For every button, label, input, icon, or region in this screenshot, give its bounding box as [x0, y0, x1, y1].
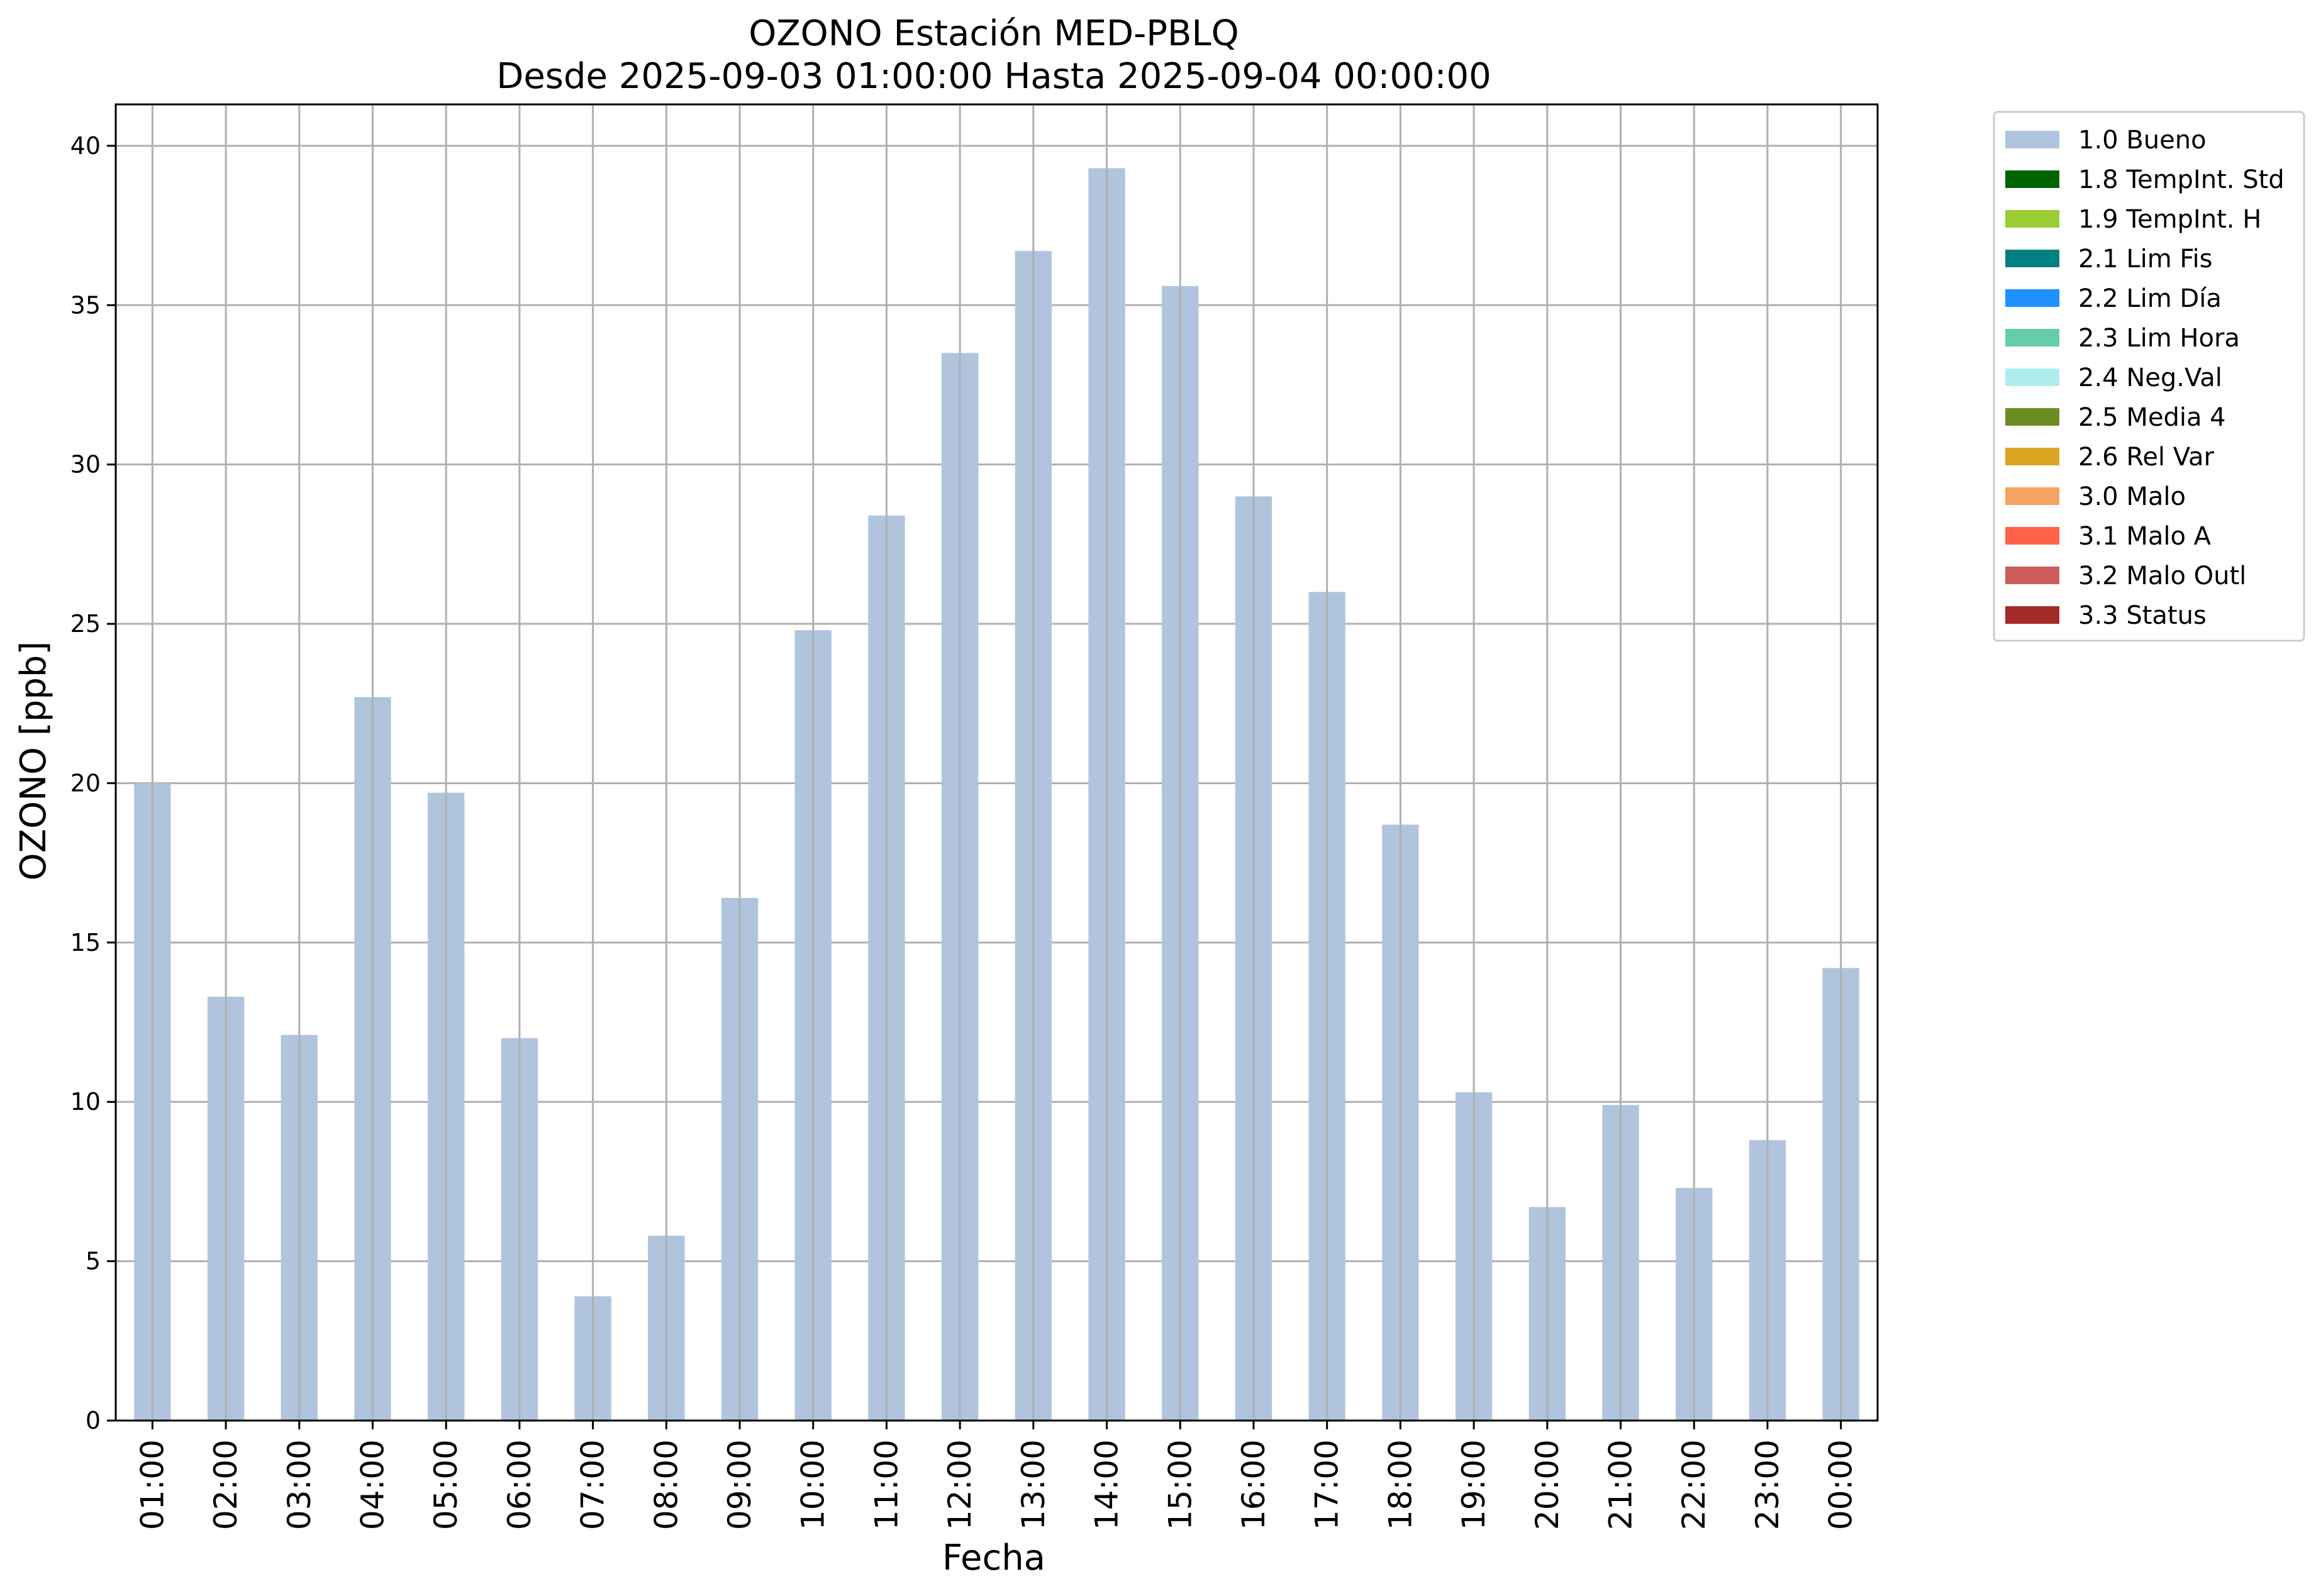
legend-label: 2.6 Rel Var: [2078, 443, 2215, 472]
y-tick-label: 25: [70, 610, 101, 638]
y-tick-label: 10: [70, 1088, 101, 1116]
x-tick-label: 18:00: [1382, 1439, 1418, 1530]
y-tick-label: 40: [70, 132, 101, 160]
legend-label: 3.0 Malo: [2078, 482, 2186, 511]
x-tick-label: 04:00: [354, 1439, 391, 1530]
legend-swatch: [2005, 170, 2059, 188]
legend-label: 2.3 Lim Hora: [2078, 324, 2240, 353]
legend-label: 3.1 Malo A: [2078, 522, 2212, 551]
y-tick-label: 20: [70, 769, 101, 797]
legend-label: 1.8 TempInt. Std: [2078, 165, 2285, 194]
x-tick-label: 05:00: [428, 1439, 464, 1530]
x-tick-label: 08:00: [648, 1439, 684, 1530]
legend-label: 3.2 Malo Outl: [2078, 562, 2246, 590]
bars-layer: [134, 168, 1859, 1421]
x-tick-label: 09:00: [721, 1439, 758, 1530]
x-tick-label: 14:00: [1089, 1439, 1125, 1530]
x-tick-label: 06:00: [501, 1439, 538, 1530]
x-tick-label: 16:00: [1235, 1439, 1272, 1530]
x-tick-label: 00:00: [1823, 1439, 1859, 1530]
legend-swatch: [2005, 369, 2059, 386]
x-tick-label: 11:00: [868, 1439, 905, 1530]
x-tick-label: 21:00: [1603, 1439, 1639, 1530]
legend-swatch: [2005, 329, 2059, 346]
x-tick-label: 19:00: [1456, 1439, 1492, 1530]
x-axis-label: Fecha: [942, 1538, 1045, 1578]
x-tick-label: 13:00: [1015, 1439, 1052, 1530]
xgrid-layer: [151, 104, 1842, 1421]
y-tick-label: 0: [86, 1407, 101, 1434]
x-tick-label: 03:00: [281, 1439, 318, 1530]
legend-swatch: [2005, 487, 2059, 505]
x-tick-label: 01:00: [134, 1439, 170, 1530]
legend-swatch: [2005, 131, 2059, 148]
legend-label: 2.5 Media 4: [2078, 403, 2226, 432]
x-tick-label: 10:00: [795, 1439, 832, 1530]
grid-layer: [116, 145, 1878, 1422]
legend-label: 1.0 Bueno: [2078, 126, 2207, 155]
legend-swatch: [2005, 210, 2059, 228]
legend-swatch: [2005, 289, 2059, 307]
legend-label: 2.4 Neg.Val: [2078, 363, 2222, 392]
x-tick-label: 22:00: [1676, 1439, 1712, 1530]
ticks-layer: 0 5 10 15 20 25 30 35 40 01:00 02:00 03:00 04:00 05:0…: [70, 132, 1859, 1530]
y-tick-label: 5: [86, 1248, 101, 1275]
y-tick-label: 15: [70, 929, 101, 956]
legend-swatch: [2005, 606, 2059, 624]
legend-swatch: [2005, 250, 2059, 267]
y-axis-label: OZONO [ppb]: [13, 641, 54, 881]
x-tick-label: 15:00: [1162, 1439, 1198, 1530]
legend-swatch: [2005, 567, 2059, 584]
legend-swatch: [2005, 527, 2059, 545]
legend-swatch: [2005, 408, 2059, 426]
titles-layer: OZONO Estación MED-PBLQ Desde 2025-09-03…: [13, 13, 1491, 1578]
plot-frame: [114, 103, 1879, 1422]
chart-subtitle: Desde 2025-09-03 01:00:00 Hasta 2025-09-…: [496, 56, 1491, 97]
x-tick-label: 20:00: [1529, 1439, 1566, 1530]
x-tick-label: 12:00: [942, 1439, 978, 1530]
y-tick-label: 35: [70, 291, 101, 319]
legend-label: 2.2 Lim Día: [2078, 284, 2222, 313]
x-tick-label: 07:00: [575, 1439, 611, 1530]
y-tick-label: 30: [70, 451, 101, 479]
chart-title: OZONO Estación MED-PBLQ: [749, 13, 1239, 54]
x-tick-label: 23:00: [1749, 1439, 1786, 1530]
legend: 1.0 Bueno 1.8 TempInt. Std 1.9 TempInt. H 2…: [1993, 111, 2305, 642]
legend-label: 2.1 Lim Fis: [2078, 245, 2212, 274]
legend-swatch: [2005, 448, 2059, 465]
x-tick-label: 02:00: [208, 1439, 244, 1530]
legend-label: 1.9 TempInt. H: [2078, 205, 2261, 234]
legend-label: 3.3 Status: [2078, 601, 2207, 630]
legend-box: [1993, 111, 2305, 642]
x-tick-label: 17:00: [1309, 1439, 1345, 1530]
